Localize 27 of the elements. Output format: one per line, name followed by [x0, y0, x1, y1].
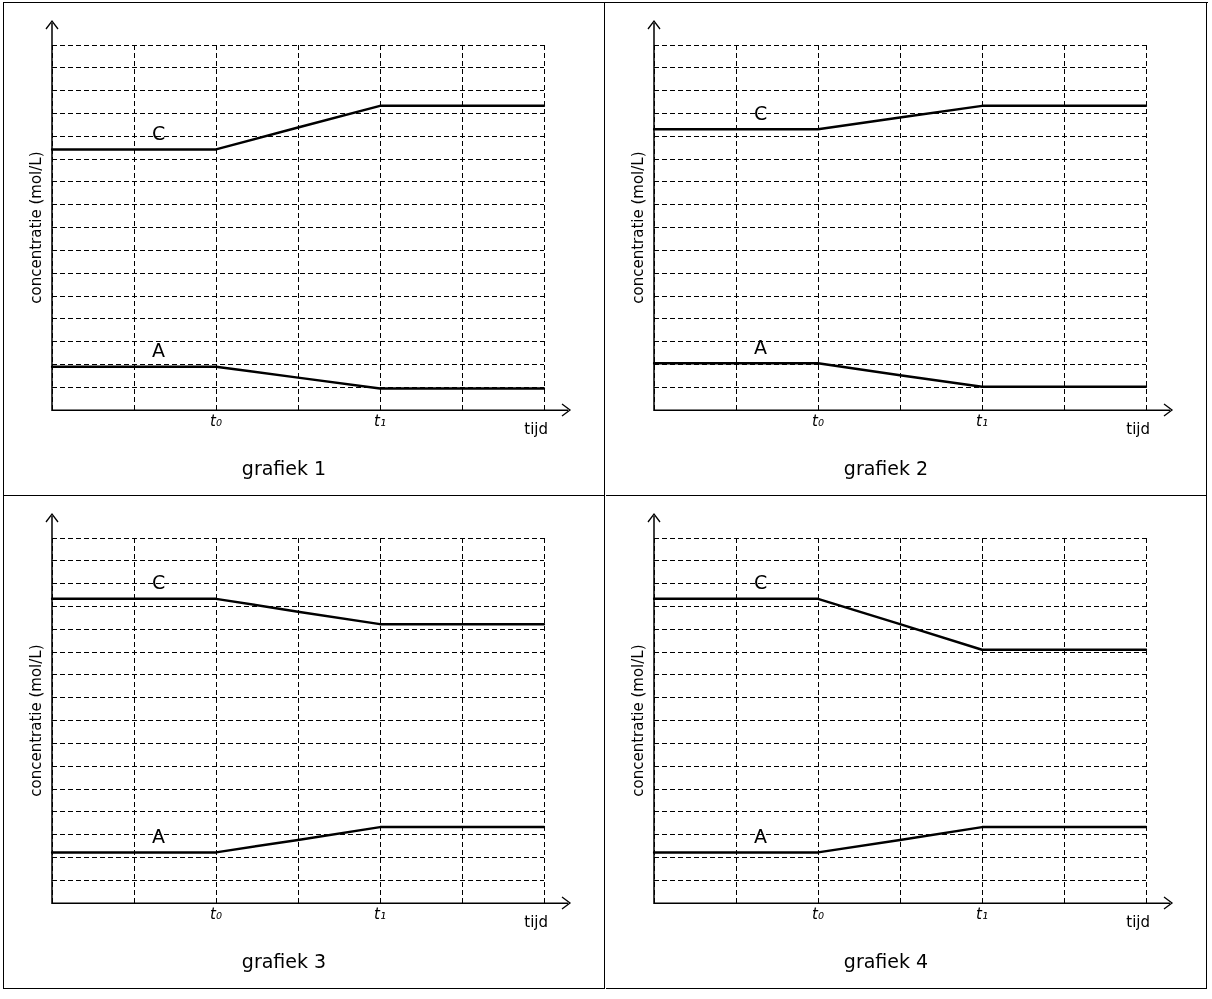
- y-axis-title: concentratie (mol/L): [628, 644, 647, 797]
- series-label: A: [754, 824, 768, 847]
- series-label: C: [753, 571, 768, 594]
- series-label: A: [152, 339, 166, 362]
- y-axis-title: concentratie (mol/L): [628, 151, 647, 304]
- x-axis-title: tijd: [1126, 912, 1150, 931]
- series-label: A: [152, 824, 166, 847]
- x-tick-label: t₀: [210, 905, 222, 924]
- text: grafiek 3: [241, 949, 327, 972]
- x-tick-label: t₁: [976, 905, 988, 924]
- x-tick-label: t₁: [976, 412, 988, 431]
- x-axis-title: tijd: [1126, 419, 1150, 438]
- text: grafiek 4: [843, 949, 929, 972]
- x-tick-label: t₀: [812, 412, 824, 431]
- x-tick-label: t₁: [374, 905, 386, 924]
- x-tick-label: t₀: [210, 412, 222, 431]
- series-label: C: [753, 101, 768, 124]
- series-label: C: [151, 121, 166, 144]
- x-tick-label: t₀: [812, 905, 824, 924]
- x-axis-title: tijd: [524, 419, 548, 438]
- x-tick-label: t₁: [374, 412, 386, 431]
- y-axis-title: concentratie (mol/L): [26, 151, 45, 304]
- series-label: C: [151, 571, 166, 594]
- text: grafiek 2: [843, 456, 929, 479]
- text: grafiek 1: [241, 456, 327, 479]
- x-axis-title: tijd: [524, 912, 548, 931]
- y-axis-title: concentratie (mol/L): [26, 644, 45, 797]
